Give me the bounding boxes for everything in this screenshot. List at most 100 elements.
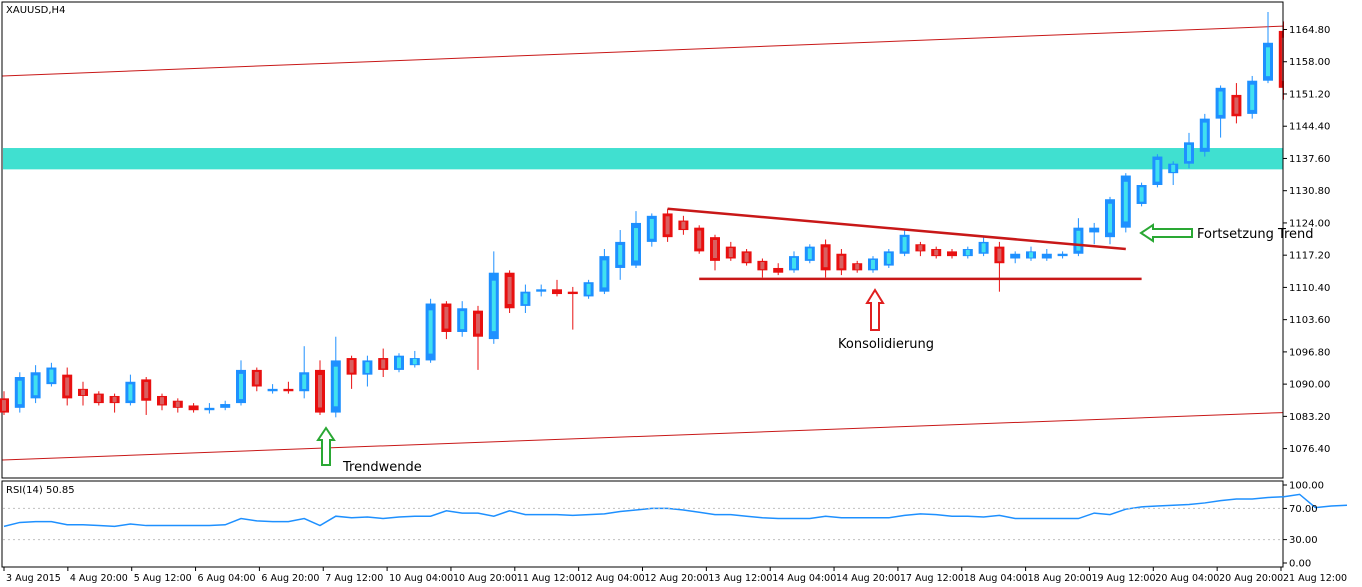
- label-konsolidierung: Konsolidierung: [838, 337, 934, 352]
- candle-body-inner: [934, 249, 939, 256]
- candle: [0, 391, 9, 415]
- candle-body-inner: [586, 283, 591, 295]
- candle-body-inner: [175, 401, 180, 407]
- x-tick-label: 18 Aug 20:00: [1028, 573, 1092, 584]
- candle: [536, 284, 547, 297]
- candle: [378, 348, 389, 378]
- candle-body-inner: [239, 373, 243, 400]
- candle-body-inner: [65, 377, 70, 396]
- rsi-tick-label: 30.00: [1289, 535, 1318, 546]
- candle-body-inner: [349, 360, 354, 373]
- konsolidierung-arrow-icon: [865, 288, 885, 331]
- candle-body: [220, 404, 231, 408]
- candle-body-inner: [665, 216, 670, 235]
- candle: [678, 215, 689, 235]
- candle-body-inner: [1029, 252, 1033, 258]
- candle: [93, 391, 104, 406]
- candle: [947, 249, 957, 259]
- y-tick-label: 1158.00: [1289, 57, 1330, 68]
- candle: [852, 260, 863, 273]
- y-tick-label: 1124.00: [1289, 218, 1330, 229]
- candle-body-inner: [160, 397, 164, 405]
- candle: [899, 230, 910, 257]
- candle-body-inner: [602, 260, 607, 288]
- x-tick-label: 17 Aug 12:00: [900, 573, 964, 584]
- candle: [283, 381, 294, 394]
- candle-body-inner: [1202, 122, 1207, 148]
- candle: [172, 398, 183, 413]
- candle-body-inner: [823, 247, 828, 268]
- candle-body-inner: [1234, 97, 1239, 114]
- candle: [1231, 83, 1242, 124]
- candle-body-inner: [697, 230, 702, 249]
- x-tick-label: 19 Aug 12:00: [1091, 573, 1155, 584]
- candle-body-inner: [302, 374, 307, 389]
- candle: [251, 367, 262, 392]
- candle: [488, 251, 499, 344]
- candle: [125, 374, 136, 406]
- candle: [1168, 161, 1179, 186]
- x-tick-label: 13 Aug 12:00: [708, 573, 772, 584]
- candle: [220, 400, 231, 411]
- candle-body-inner: [17, 380, 22, 405]
- candle: [1120, 173, 1131, 233]
- candle-body-inner: [2, 400, 6, 411]
- x-tick-label: 21 Aug 12:00: [1283, 573, 1347, 584]
- triangle-upper-line: [667, 207, 1126, 251]
- candle: [457, 301, 468, 337]
- candle: [204, 403, 215, 414]
- candle: [931, 246, 942, 259]
- candle-body-inner: [1123, 181, 1128, 222]
- candle: [567, 286, 578, 330]
- candle-body-inner: [839, 255, 844, 269]
- candle-body-inner: [318, 375, 322, 408]
- candle-body-inner: [81, 389, 85, 396]
- x-tick-label: 3 Aug 2015: [6, 573, 61, 584]
- label-fortsetzung-trend: Fortsetzung Trend: [1197, 227, 1314, 242]
- candles: [0, 11, 1321, 418]
- candle: [662, 208, 673, 242]
- candle-body-inner: [428, 310, 433, 354]
- candle: [836, 249, 847, 276]
- candle: [473, 305, 483, 370]
- y-tick-label: 1110.40: [1289, 283, 1330, 294]
- candle-body: [536, 289, 547, 292]
- candle: [299, 346, 310, 399]
- rsi-series-line: [3, 493, 1348, 528]
- candle-body-inner: [381, 359, 386, 369]
- candle: [188, 403, 199, 413]
- x-tick-label: 12 Aug 04:00: [581, 573, 645, 584]
- y-tick-label: 1130.80: [1289, 186, 1330, 197]
- candle-body-inner: [333, 366, 338, 407]
- candle-body: [1057, 253, 1068, 257]
- candle: [1184, 132, 1194, 169]
- candle: [315, 360, 325, 415]
- x-tick-label: 6 Aug 04:00: [198, 573, 256, 584]
- candle-body-inner: [49, 369, 54, 383]
- x-tick-label: 10 Aug 20:00: [453, 573, 517, 584]
- candle-body: [1041, 253, 1052, 259]
- candle-body: [204, 407, 215, 411]
- candle: [1105, 196, 1115, 245]
- candle: [646, 213, 657, 247]
- x-tick-label: 11 Aug 12:00: [517, 573, 581, 584]
- candle-body: [947, 251, 957, 257]
- candle: [62, 367, 73, 406]
- candle: [78, 381, 88, 406]
- x-tick-label: 7 Aug 12:00: [325, 573, 383, 584]
- candle-body: [1010, 253, 1021, 259]
- candle: [978, 237, 989, 257]
- y-tick-label: 1103.60: [1289, 315, 1330, 326]
- candle-body-inner: [1076, 230, 1081, 251]
- channel-bottom-line: [2, 412, 1284, 461]
- candle-body-inner: [523, 293, 528, 305]
- x-tick-label: 20 Aug 04:00: [1155, 573, 1219, 584]
- candle: [141, 377, 152, 415]
- candle: [1136, 182, 1147, 207]
- candle: [1073, 218, 1084, 257]
- candle-body-inner: [33, 375, 38, 396]
- candle-body-inner: [412, 358, 417, 365]
- candle-body-inner: [728, 248, 733, 258]
- resistance-zone: [3, 148, 1283, 170]
- candle-body: [1089, 227, 1100, 233]
